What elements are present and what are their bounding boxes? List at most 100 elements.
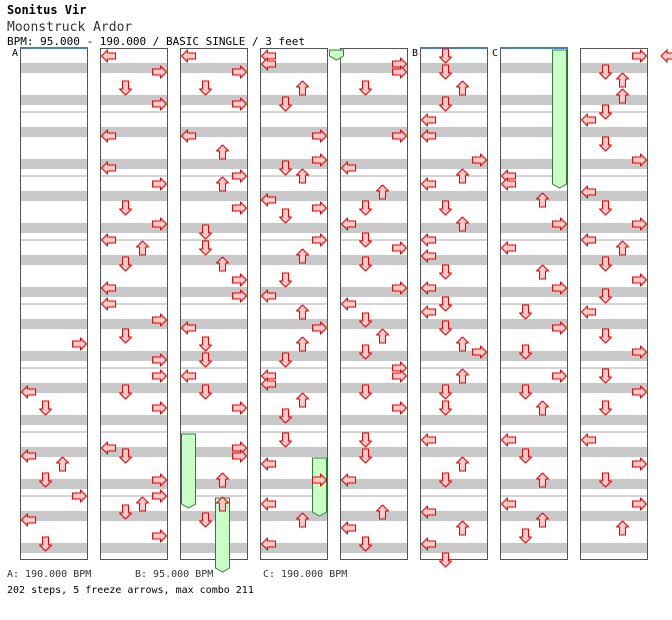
chart-column-frame (100, 48, 168, 560)
step-arrow-down (439, 296, 452, 312)
step-arrow-left (421, 233, 436, 247)
step-arrow-down (359, 200, 372, 216)
step-arrow-down (359, 384, 372, 400)
step-arrow-right (152, 489, 167, 503)
stripe (20, 543, 88, 553)
step-arrow-right (312, 321, 327, 335)
stripe (260, 127, 328, 137)
step-arrow-right (632, 345, 647, 359)
freeze-arrow (329, 49, 344, 61)
bpm-change-a: A: 190.000 BPM (7, 569, 92, 580)
step-arrow-down (279, 352, 292, 368)
step-arrow-left (341, 473, 356, 487)
step-arrow-right (152, 65, 167, 79)
step-arrow-down (439, 320, 452, 336)
step-arrow-left (341, 217, 356, 231)
step-arrow-right (632, 457, 647, 471)
step-arrow-left (581, 113, 596, 127)
stripe (180, 415, 248, 425)
step-arrow-left (261, 537, 276, 551)
step-arrow-down (199, 384, 212, 400)
step-arrow-down (519, 344, 532, 360)
step-arrow-right (152, 217, 167, 231)
step-arrow-down (439, 400, 452, 416)
step-arrow-down (119, 328, 132, 344)
stripe (420, 383, 488, 393)
stripe (580, 63, 648, 73)
step-arrow-left (261, 57, 276, 71)
stripe (500, 351, 568, 361)
stripe (340, 63, 408, 73)
stripe (260, 255, 328, 265)
step-arrow-left (501, 241, 516, 255)
step-arrow-left (501, 497, 516, 511)
step-arrow-right (632, 153, 647, 167)
step-arrow-up (216, 496, 229, 512)
step-arrow-left (421, 113, 436, 127)
step-arrow-down (599, 288, 612, 304)
stripe (20, 383, 88, 393)
stripe (100, 319, 168, 329)
step-arrow-right (232, 65, 247, 79)
stripe (340, 127, 408, 137)
freeze-arrow (312, 457, 327, 517)
stripe (580, 383, 648, 393)
stripe (420, 95, 488, 105)
stripe (260, 415, 328, 425)
stripe (420, 223, 488, 233)
step-arrow-up (216, 144, 229, 160)
stripe (260, 383, 328, 393)
stripe (100, 511, 168, 521)
stripe (580, 255, 648, 265)
step-arrow-down (39, 536, 52, 552)
step-arrow-right (312, 233, 327, 247)
step-arrow-down (599, 368, 612, 384)
stripe (500, 255, 568, 265)
step-arrow-up (296, 304, 309, 320)
step-arrow-right (632, 49, 647, 63)
freeze-arrow (215, 497, 230, 573)
step-arrow-right (632, 385, 647, 399)
step-arrow-down (359, 80, 372, 96)
stripe (340, 95, 408, 105)
step-arrow-down (279, 272, 292, 288)
step-arrow-right (312, 473, 327, 487)
stripe (260, 287, 328, 297)
step-arrow-left (101, 233, 116, 247)
stripe (260, 95, 328, 105)
step-arrow-up (456, 168, 469, 184)
stripe (260, 191, 328, 201)
step-arrow-down (599, 256, 612, 272)
stripe (100, 255, 168, 265)
stripe (20, 415, 88, 425)
stripe (580, 191, 648, 201)
stripe (180, 543, 248, 553)
step-arrow-left (581, 433, 596, 447)
step-arrow-down (599, 472, 612, 488)
step-arrow-up (56, 456, 69, 472)
stripe (20, 287, 88, 297)
step-arrow-down (519, 304, 532, 320)
step-arrow-down (519, 528, 532, 544)
step-arrow-left (421, 505, 436, 519)
step-arrow-left (421, 433, 436, 447)
stripe (340, 191, 408, 201)
step-arrow-down (519, 384, 532, 400)
step-arrow-up (456, 216, 469, 232)
step-arrow-right (152, 313, 167, 327)
stripe (260, 223, 328, 233)
step-arrow-right (312, 201, 327, 215)
step-arrow-up (616, 72, 629, 88)
stripe (260, 319, 328, 329)
stripe (420, 255, 488, 265)
stripe (20, 255, 88, 265)
step-arrow-down (279, 160, 292, 176)
stripe (20, 479, 88, 489)
step-arrow-left (421, 177, 436, 191)
step-arrow-up (456, 456, 469, 472)
stripe (20, 127, 88, 137)
step-arrow-right (152, 177, 167, 191)
stripe (500, 95, 568, 105)
step-arrow-up (216, 176, 229, 192)
